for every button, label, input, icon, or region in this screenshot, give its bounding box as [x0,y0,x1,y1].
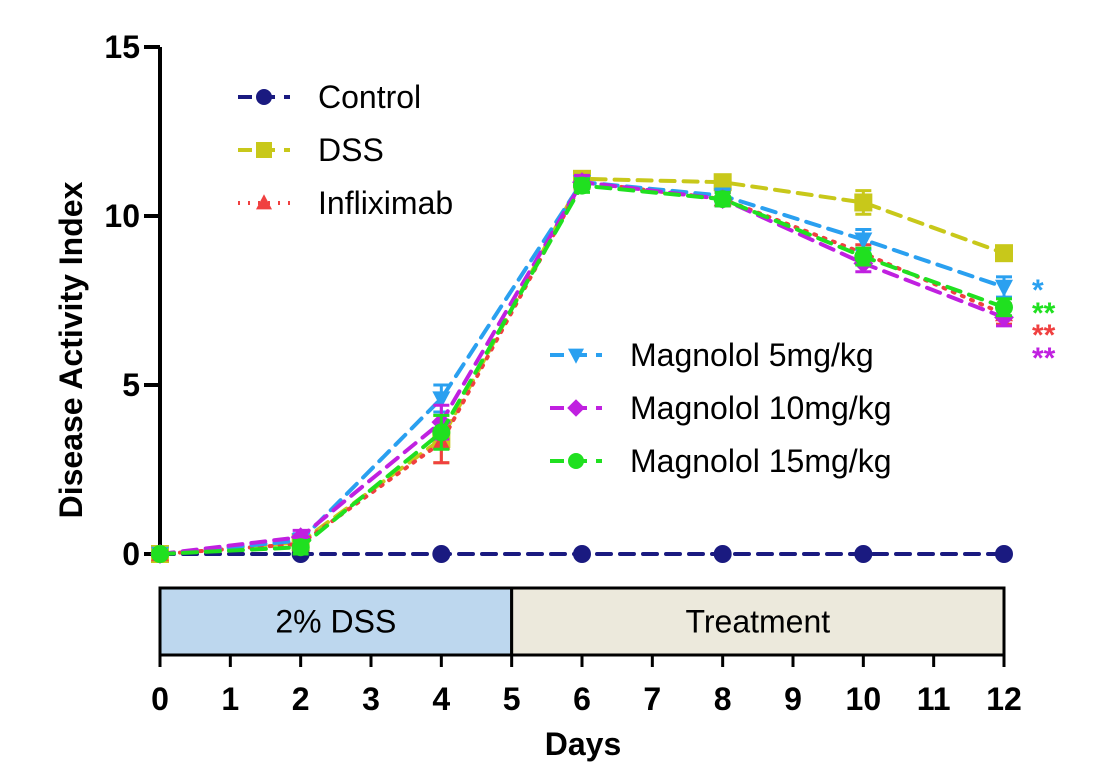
data-point-dss-10 [854,193,873,212]
data-point-control-4 [432,545,451,563]
legend-item-infliximab: Infliximab [238,185,453,221]
series-line-infliximab [158,180,1006,556]
x-tick-label-3: 3 [362,681,380,717]
legend-marker-magnolol-10mg-kg [567,399,585,417]
legend-item-magnolol-15mg-kg: Magnolol 15mg/kg [550,443,891,479]
x-tick-label-6: 6 [573,681,591,717]
legend-marker-dss [256,142,272,158]
x-tick-label-9: 9 [784,681,802,717]
x-tick-label-5: 5 [503,681,521,717]
x-tick-label-11: 11 [917,681,951,717]
phase-bar: 2% DSS Treatment [158,586,1006,657]
phase-box-2-dss [158,586,514,657]
series-line-dss [158,176,1006,556]
x-tick-label-10: 10 [846,681,882,717]
significance-marker-1: * [1032,274,1044,307]
legend-marker-magnolol-5mg-kg [568,348,584,364]
x-tick-label-7: 7 [643,681,661,717]
legend-label-control: Control [318,79,421,115]
series-line-magnolol-15mg-kg [158,183,1006,556]
significance-marker-4: ** [1032,342,1056,375]
series-layer [150,169,1014,564]
data-point-magnolol-15mg-kg-0 [151,545,169,563]
y-axis-title: Disease Activity Index [53,181,89,518]
data-point-control-6 [573,545,591,563]
legend-label-magnolol-5mg-kg: Magnolol 5mg/kg [630,337,874,373]
x-tick-label-12: 12 [986,681,1022,717]
y-tick-label-15: 15 [104,29,140,65]
phase-box-treatment [510,586,1006,657]
legend-item-magnolol-10mg-kg: Magnolol 10mg/kg [550,390,891,426]
significance-marker-3: ** [1032,319,1056,352]
data-point-magnolol-5mg-kg-4 [432,391,451,409]
data-point-control-10 [854,545,873,563]
legend-label-infliximab: Infliximab [318,185,453,221]
data-point-control-12 [995,545,1013,563]
phase-label-treatment: Treatment [686,604,831,640]
legend-item-dss: DSS [238,132,384,168]
legend-item-control: Control [238,79,421,115]
significance-marker-2: ** [1032,297,1056,330]
legend-marker-magnolol-15mg-kg [568,453,584,469]
series-dss [151,169,1013,563]
legend-marker-infliximab [256,194,272,210]
series-magnolol-15mg-kg [151,176,1013,563]
series-infliximab [151,172,1013,562]
data-point-magnolol-5mg-kg-10 [854,232,873,250]
data-point-magnolol-5mg-kg-12 [995,279,1013,297]
y-tick-label-5: 5 [122,367,140,403]
legend-label-dss: DSS [318,132,384,168]
series-line-magnolol-10mg-kg [158,180,1006,556]
x-axis-title: Days [545,726,622,762]
legend-label-magnolol-10mg-kg: Magnolol 10mg/kg [630,390,891,426]
series-magnolol-10mg-kg [150,172,1014,564]
data-point-magnolol-15mg-kg-8 [713,190,732,209]
data-point-dss-8 [713,173,732,192]
significance-markers: ******* [1032,274,1056,375]
x-tick-label-1: 1 [221,681,239,717]
data-point-magnolol-15mg-kg-10 [854,247,873,266]
x-tick-label-0: 0 [151,681,169,717]
phase-label-2-dss: 2% DSS [275,604,396,640]
x-tick-label-2: 2 [292,681,310,717]
y-tick-label-0: 0 [122,536,140,572]
x-tick-label-8: 8 [714,681,732,717]
series-line-magnolol-5mg-kg [158,180,1006,556]
legend-label-magnolol-15mg-kg: Magnolol 15mg/kg [630,443,891,479]
x-tick-label-4: 4 [432,681,450,717]
data-point-dss-12 [995,244,1013,263]
legend-marker-control [256,89,272,105]
legend: Control DSS Infliximab Magnolol 5mg/kg Magno… [238,79,891,479]
data-point-magnolol-15mg-kg-4 [432,423,451,442]
data-point-magnolol-15mg-kg-12 [995,298,1013,317]
data-point-magnolol-15mg-kg-2 [291,538,310,557]
data-point-control-8 [713,545,732,563]
legend-item-magnolol-5mg-kg: Magnolol 5mg/kg [550,337,874,373]
data-point-magnolol-15mg-kg-6 [573,176,591,195]
series-magnolol-5mg-kg [151,173,1013,564]
y-tick-label-10: 10 [104,198,140,234]
